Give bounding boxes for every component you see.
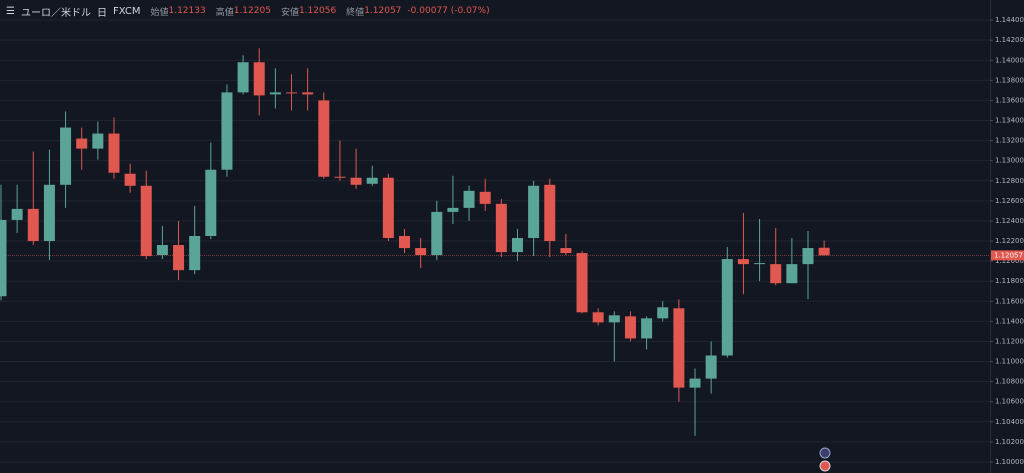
candle-body: [544, 184, 556, 242]
ohlc-label: 高値: [215, 7, 234, 18]
candle-body: [754, 263, 766, 265]
candle-body: [286, 92, 298, 94]
y-tick-label: 1.10800: [995, 378, 1024, 386]
candle-body: [641, 318, 653, 339]
candle-body: [431, 211, 443, 256]
candle-body: [92, 133, 104, 149]
candle-body: [447, 207, 459, 212]
y-tick-label: 1.12800: [995, 177, 1024, 185]
y-tick-label: 1.10400: [995, 418, 1024, 426]
y-tick-label: 1.11600: [995, 297, 1024, 305]
candle-body: [253, 62, 265, 96]
menu-icon[interactable]: ☰: [6, 5, 15, 17]
candle-body: [108, 133, 120, 173]
candle-body: [608, 315, 620, 323]
candle-body: [576, 253, 588, 313]
icon[interactable]: [819, 460, 831, 472]
candle-body: [786, 264, 798, 284]
y-tick-label: 1.14400: [995, 16, 1024, 24]
y-tick-label: 1.14200: [995, 36, 1024, 44]
ohlc-value: 1.12056: [298, 6, 337, 16]
y-tick-label: 1.11000: [995, 358, 1024, 366]
y-tick-label: 1.12200: [995, 237, 1024, 245]
y-tick-label: 1.10000: [995, 458, 1024, 466]
ohlc-value: 1.12133: [168, 6, 206, 16]
y-tick-label: 1.13600: [995, 96, 1024, 104]
candle-body: [173, 245, 185, 271]
candle-body: [624, 316, 636, 339]
ohlc-label: 始値: [150, 7, 169, 18]
candle-body: [511, 238, 523, 253]
y-tick-label: 1.11400: [995, 317, 1024, 325]
ohlc-value: 1.12057: [364, 6, 402, 16]
change: -0.00077 (-0.07%): [407, 6, 490, 16]
y-tick-label: 1.13400: [995, 117, 1024, 125]
candle-body: [269, 92, 281, 95]
candle-body: [463, 190, 475, 208]
candle-body: [350, 177, 362, 185]
candle-body: [302, 92, 314, 95]
candle-body: [140, 185, 152, 257]
candle-body: [721, 259, 733, 356]
last-price-label: 1.12057: [994, 251, 1023, 259]
candle-body: [205, 169, 217, 236]
y-tick-label: 1.13800: [995, 76, 1024, 84]
icon[interactable]: [819, 447, 831, 459]
candle-body: [415, 248, 427, 256]
candle-body: [0, 219, 7, 297]
y-tick-label: 1.10600: [995, 398, 1024, 406]
candle-body: [560, 248, 572, 254]
candle-body: [705, 355, 717, 379]
candle-body: [318, 100, 330, 177]
header: ☰ ユーロ／米ドル 日 FXCM 始値 1.12133 高値 1.12205 安値 1.1…: [6, 4, 490, 19]
candle-body: [592, 312, 604, 323]
y-tick-label: 1.11200: [995, 337, 1024, 345]
candle-body: [382, 177, 394, 239]
candle-body: [334, 176, 346, 178]
candle-body: [689, 378, 701, 388]
candle-body: [737, 259, 749, 265]
candle-body: [189, 235, 201, 271]
symbol[interactable]: ユーロ／米ドル: [20, 7, 91, 19]
source[interactable]: FXCM: [112, 5, 141, 17]
ohlc-value: 1.12205: [233, 6, 271, 16]
y-tick-label: 1.12400: [995, 217, 1024, 225]
candle-body: [156, 245, 168, 256]
y-tick-label: 1.12000: [995, 257, 1024, 265]
ohlc-label: 終値: [346, 7, 365, 18]
candle-body: [495, 203, 507, 253]
candle-body: [76, 138, 88, 149]
last-price-tag: [991, 250, 1024, 261]
y-tick-label: 1.11800: [995, 277, 1024, 285]
candle-body: [237, 62, 249, 93]
candle-body: [11, 208, 23, 220]
y-tick-label: 1.10200: [995, 438, 1024, 446]
ohlc-label: 安値: [280, 7, 299, 18]
candle-body: [770, 264, 782, 284]
candle-body: [802, 248, 814, 265]
candle-body: [221, 92, 233, 170]
candle-body: [399, 235, 410, 249]
candle-body: [366, 177, 378, 184]
candle-body: [528, 185, 540, 239]
candle-body: [479, 191, 491, 204]
y-tick-label: 1.13200: [995, 137, 1024, 145]
candle-body: [818, 247, 830, 256]
toolbar-icons[interactable]: [819, 447, 831, 472]
y-tick-label: 1.12600: [995, 197, 1024, 205]
y-tick-label: 1.14000: [995, 56, 1024, 64]
candle-body: [27, 208, 39, 242]
candle-body: [60, 127, 72, 185]
candle-body: [124, 173, 136, 186]
candle-body: [43, 184, 55, 242]
candle-body: [673, 308, 685, 388]
interval[interactable]: 日: [96, 7, 107, 19]
grid: [0, 19, 990, 463]
y-tick-label: 1.13000: [995, 157, 1024, 165]
candle-body: [657, 307, 669, 319]
